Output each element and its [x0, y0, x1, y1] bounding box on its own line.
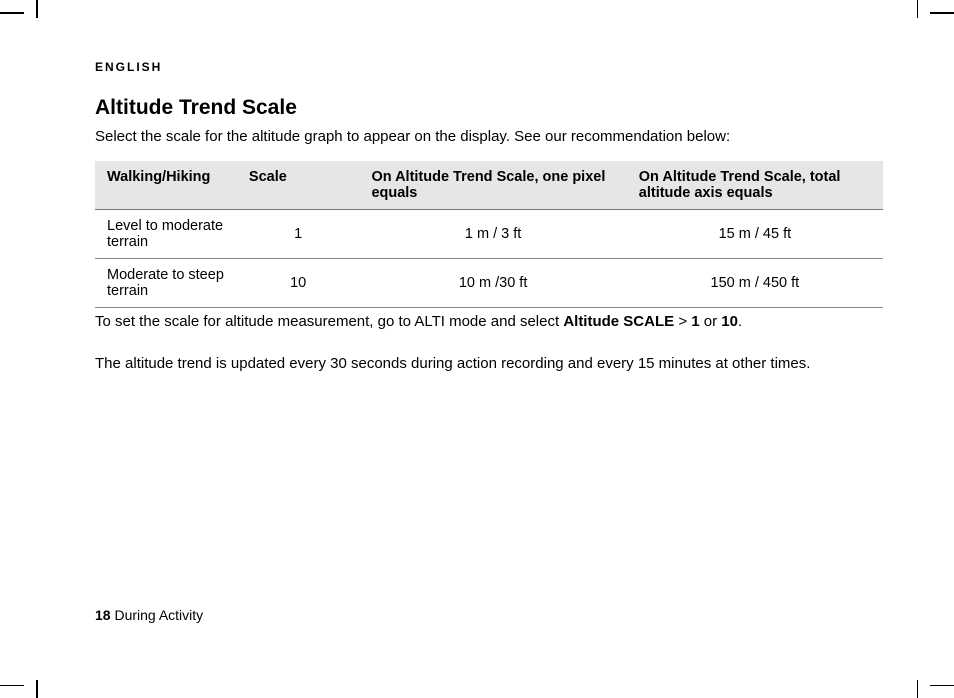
page-number: 18 [95, 607, 111, 623]
crop-mark [930, 12, 954, 14]
th-total: On Altitude Trend Scale, total altitude … [627, 161, 883, 210]
th-terrain: Walking/Hiking [95, 161, 237, 210]
txt: . [738, 313, 742, 330]
footer-section: During Activity [111, 607, 204, 623]
crop-mark [0, 12, 24, 14]
table-row: Level to moderate terrain 1 1 m / 3 ft 1… [95, 210, 883, 259]
cell-terrain: Moderate to steep terrain [95, 259, 237, 308]
page-content: ENGLISH Altitude Trend Scale Select the … [95, 60, 883, 375]
cell-terrain: Level to moderate terrain [95, 210, 237, 259]
th-pixel: On Altitude Trend Scale, one pixel equal… [359, 161, 626, 210]
txt: To set the scale for altitude measuremen… [95, 313, 563, 330]
cell-pixel: 1 m / 3 ft [359, 210, 626, 259]
bold-one: 1 [691, 313, 699, 330]
bold-altitude-scale: Altitude SCALE [563, 313, 674, 330]
th-scale: Scale [237, 161, 360, 210]
cell-scale: 1 [237, 210, 360, 259]
txt: or [700, 313, 722, 330]
crop-mark [917, 680, 919, 698]
cell-total: 150 m / 450 ft [627, 259, 883, 308]
crop-mark [930, 685, 954, 687]
scale-table: Walking/Hiking Scale On Altitude Trend S… [95, 161, 883, 308]
cell-pixel: 10 m /30 ft [359, 259, 626, 308]
crop-mark [36, 0, 38, 18]
page-footer: 18 During Activity [95, 607, 203, 623]
section-title: Altitude Trend Scale [95, 96, 883, 120]
intro-text: Select the scale for the altitude graph … [95, 128, 883, 145]
language-label: ENGLISH [95, 60, 883, 74]
cell-scale: 10 [237, 259, 360, 308]
crop-mark [36, 680, 38, 698]
txt: > [674, 313, 691, 330]
cell-total: 15 m / 45 ft [627, 210, 883, 259]
crop-mark [917, 0, 919, 18]
crop-mark [0, 685, 24, 687]
note-text: The altitude trend is updated every 30 s… [95, 354, 883, 374]
after-table-text: To set the scale for altitude measuremen… [95, 312, 883, 332]
bold-ten: 10 [721, 313, 738, 330]
table-header-row: Walking/Hiking Scale On Altitude Trend S… [95, 161, 883, 210]
table-row: Moderate to steep terrain 10 10 m /30 ft… [95, 259, 883, 308]
